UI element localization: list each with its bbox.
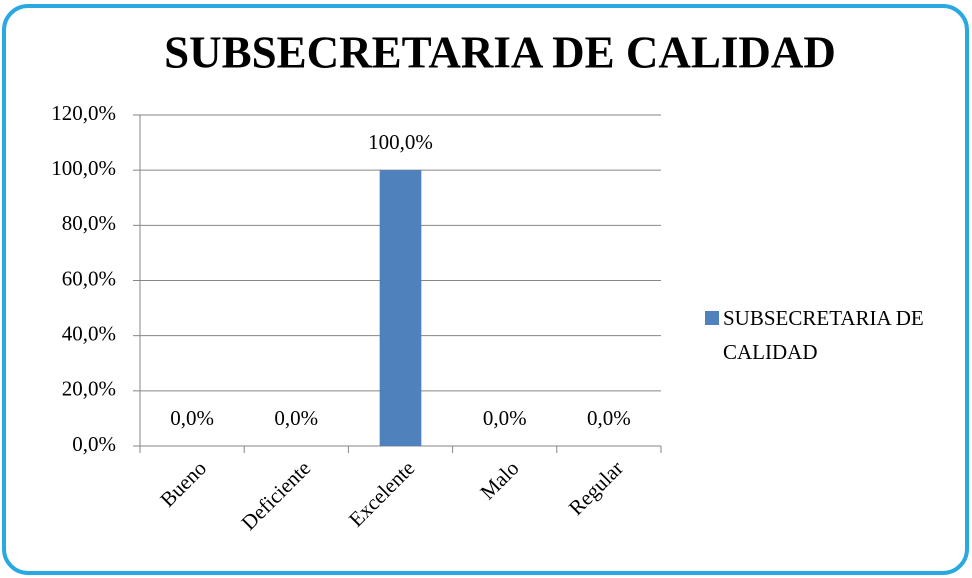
data-label: 0,0% bbox=[274, 406, 318, 430]
y-tick-label: 0,0% bbox=[72, 432, 116, 456]
data-label: 0,0% bbox=[170, 406, 214, 430]
y-tick-label: 60,0% bbox=[62, 266, 116, 290]
chart-border bbox=[2, 4, 969, 575]
legend-label: SUBSECRETARIA DE CALIDAD bbox=[723, 306, 924, 364]
data-label: 100,0% bbox=[368, 130, 433, 154]
data-label: 0,0% bbox=[483, 406, 527, 430]
y-tick-label: 20,0% bbox=[62, 377, 116, 401]
y-tick-label: 80,0% bbox=[62, 211, 116, 235]
y-tick-label: 120,0% bbox=[51, 101, 116, 125]
y-tick-label: 40,0% bbox=[62, 321, 116, 345]
chart-title: SUBSECRETARIA DE CALIDAD bbox=[164, 27, 836, 77]
data-label: 0,0% bbox=[587, 406, 631, 430]
legend-swatch bbox=[705, 311, 719, 325]
bar bbox=[379, 170, 422, 446]
y-tick-label: 100,0% bbox=[51, 156, 116, 180]
